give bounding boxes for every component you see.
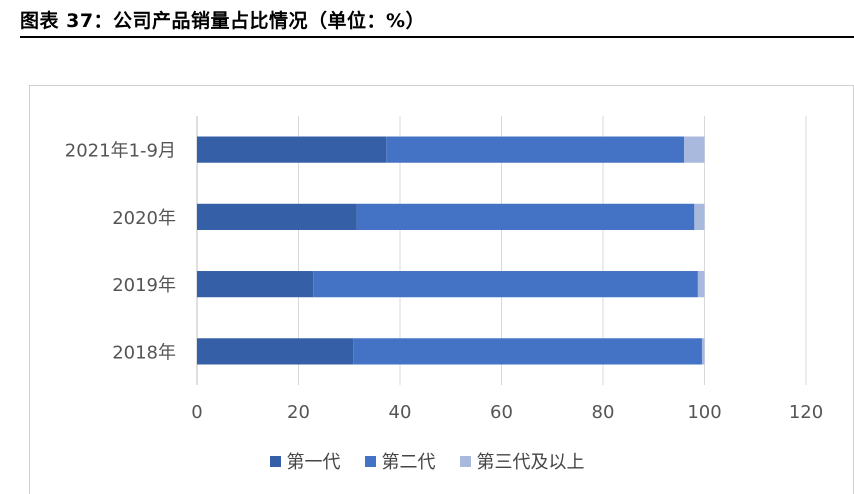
- x-tick-label: 20: [287, 402, 310, 423]
- x-tick-label: 40: [389, 402, 412, 423]
- bar-segment: [197, 203, 357, 230]
- y-category-label: 2019年: [112, 275, 176, 296]
- y-category-label: 2021年1-9月: [65, 141, 176, 162]
- figure-title: 图表 37：公司产品销量占比情况（单位：%）: [20, 10, 426, 32]
- bar-segment: [684, 136, 705, 163]
- x-tick-label: 80: [592, 402, 615, 423]
- y-category-label: 2020年: [112, 208, 176, 229]
- bar-segment: [694, 203, 705, 230]
- x-tick-label: 120: [789, 402, 823, 423]
- bar-segment: [701, 338, 705, 365]
- x-tick-label: 60: [490, 402, 513, 423]
- legend-item: 第一代: [269, 448, 341, 474]
- bar-segment: [197, 271, 314, 298]
- bar-segment: [386, 136, 685, 163]
- bar-segment: [197, 136, 387, 163]
- bar-segment: [353, 338, 702, 365]
- bar-segment: [313, 271, 698, 298]
- legend-item: 第三代及以上: [459, 448, 585, 474]
- bar-segment: [697, 271, 705, 298]
- legend-swatch: [364, 455, 376, 467]
- legend-item: 第二代: [364, 448, 436, 474]
- x-tick-label: 100: [687, 402, 721, 423]
- title-divider: [20, 36, 854, 38]
- chart-legend: 第一代 第二代 第三代及以上: [0, 448, 854, 474]
- x-tick-label: 0: [191, 402, 202, 423]
- legend-swatch: [459, 455, 471, 467]
- bar-segment: [356, 203, 695, 230]
- legend-label: 第二代: [381, 452, 436, 473]
- legend-label: 第三代及以上: [476, 452, 585, 473]
- bar-segment: [197, 338, 354, 365]
- legend-swatch: [269, 455, 281, 467]
- legend-label: 第一代: [286, 452, 341, 473]
- y-category-label: 2018年: [112, 342, 176, 363]
